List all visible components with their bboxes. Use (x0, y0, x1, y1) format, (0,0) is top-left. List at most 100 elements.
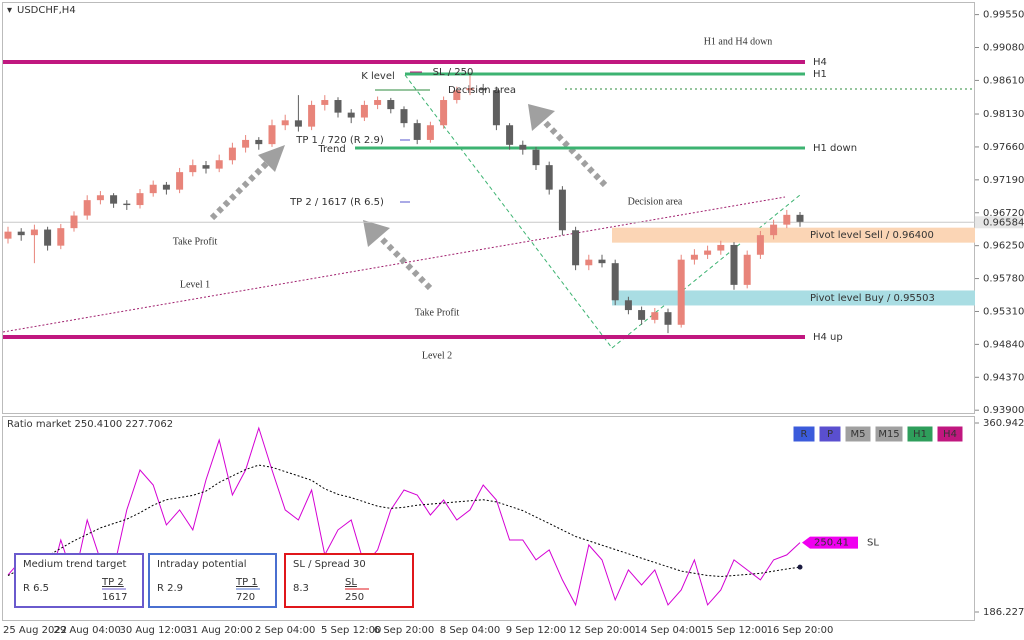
oscillator-frame (2, 416, 975, 621)
candle-body (651, 312, 659, 320)
menu-arrow[interactable]: ▾ (7, 5, 12, 16)
candle-body (519, 144, 527, 150)
button-label[interactable]: P (827, 429, 833, 440)
timeframe-button[interactable]: H4 (936, 425, 964, 443)
info-value: 8.3 (293, 583, 309, 594)
candle-body (572, 230, 580, 266)
y-tick-label: 0.98130 (983, 109, 1024, 120)
oscillator-title: Ratio market 250.4100 227.7062 (7, 419, 173, 430)
pivot-band (612, 227, 975, 243)
annotation: Level 1 (180, 279, 210, 290)
button-label[interactable]: M15 (878, 429, 899, 440)
arrow (540, 117, 608, 188)
annotation: Level 2 (422, 350, 452, 361)
timeframe-button[interactable]: R (792, 425, 816, 443)
x-tick-label: 14 Sep 04:00 (635, 625, 702, 636)
y-tick-label: 360.9425 (983, 418, 1024, 429)
main-frame (2, 2, 975, 414)
candle-body (242, 139, 250, 148)
annotation: TP 2 / 1617 (R 6.5) (289, 197, 384, 208)
candle-body (360, 104, 368, 118)
arrow-head (528, 104, 555, 131)
candle-body (466, 88, 474, 91)
y-tick-label: 0.96250 (983, 241, 1024, 252)
candle-body (347, 112, 355, 118)
channel-line (404, 74, 613, 349)
candle-body (611, 263, 619, 301)
candle-body (677, 259, 685, 325)
y-tick-label: 0.94370 (983, 372, 1024, 383)
info-value: R 6.5 (23, 583, 49, 594)
price-tag-label: 0.96584 (983, 217, 1024, 228)
arrow (209, 157, 273, 221)
button-bg[interactable] (792, 425, 816, 443)
timeframe-button[interactable]: M15 (874, 425, 904, 443)
candle-body (387, 100, 395, 110)
y-tick-label: 0.99080 (983, 43, 1024, 54)
y-tick-label: 0.95310 (983, 306, 1024, 317)
candle-body (308, 104, 316, 127)
x-tick-label: 9 Sep 12:00 (506, 625, 566, 636)
candle-body (756, 235, 764, 255)
timeframe-button[interactable]: P (818, 425, 842, 443)
info-value: R 2.9 (157, 583, 183, 594)
button-bg[interactable] (818, 425, 842, 443)
symbol-title: USDCHF,H4 (17, 5, 76, 16)
button-label[interactable]: M5 (851, 429, 866, 440)
button-bg[interactable] (936, 425, 964, 443)
y-tick-label: 0.94840 (983, 339, 1024, 350)
ratio-line (7, 426, 801, 607)
y-tick-label: 0.97660 (983, 142, 1024, 153)
annotation: H1 and H4 down (704, 36, 773, 47)
annotation: SL (867, 538, 879, 549)
timeframe-button[interactable]: H1 (906, 425, 934, 443)
annotation: Take Profit (173, 236, 218, 247)
timeframe-button[interactable]: M5 (844, 425, 872, 443)
candle-body (189, 165, 197, 173)
pivot-band (612, 290, 975, 306)
x-tick-label: 29 Aug 04:00 (53, 625, 120, 636)
candle-body (770, 224, 778, 236)
candle-body (44, 229, 52, 246)
button-bg[interactable] (874, 425, 904, 443)
arrow (375, 232, 433, 291)
info-sub-value: 250 (345, 592, 364, 603)
info-sub-value: 1617 (102, 592, 127, 603)
y-tick-label: 0.97190 (983, 175, 1024, 186)
info-sub-label: TP 1 (235, 577, 258, 588)
candle-body (83, 200, 91, 216)
annotation: SL / 250 (433, 67, 474, 78)
candle-body (545, 165, 553, 190)
button-label[interactable]: R (801, 429, 808, 440)
candle-body (255, 139, 263, 145)
arrows (209, 117, 608, 291)
x-tick-label: 5 Sep 12:00 (321, 625, 381, 636)
info-sub-label: SL (345, 577, 357, 588)
button-label[interactable]: H1 (913, 429, 927, 440)
candle-body (57, 228, 65, 246)
info-title: Medium trend target (23, 559, 126, 570)
x-tick-label: 25 Aug 2022 (3, 625, 67, 636)
candle-body (281, 120, 289, 126)
info-box (284, 553, 414, 608)
candle-body (690, 254, 698, 260)
candle-body (730, 244, 738, 285)
x-tick-label: 30 Aug 12:00 (119, 625, 186, 636)
info-sub-value: 720 (236, 592, 255, 603)
button-bg[interactable] (906, 425, 934, 443)
button-label[interactable]: H4 (943, 429, 957, 440)
annotation: Trend (317, 144, 345, 155)
annotation: TP 1 / 720 (R 2.9) (295, 135, 384, 146)
candle-body (70, 215, 78, 229)
value-tag (802, 536, 858, 549)
x-tick-label: 2 Sep 04:00 (255, 625, 315, 636)
pivot-label: Pivot level Buy / 0.95503 (810, 293, 935, 304)
button-bg[interactable] (844, 425, 872, 443)
annotation: Decision area (448, 85, 516, 96)
candle-body (400, 109, 408, 124)
info-title: Intraday potential (157, 559, 247, 570)
candle-body (176, 172, 184, 190)
candle-body (4, 231, 12, 239)
candle-body (268, 125, 276, 145)
candle-body (624, 300, 632, 311)
